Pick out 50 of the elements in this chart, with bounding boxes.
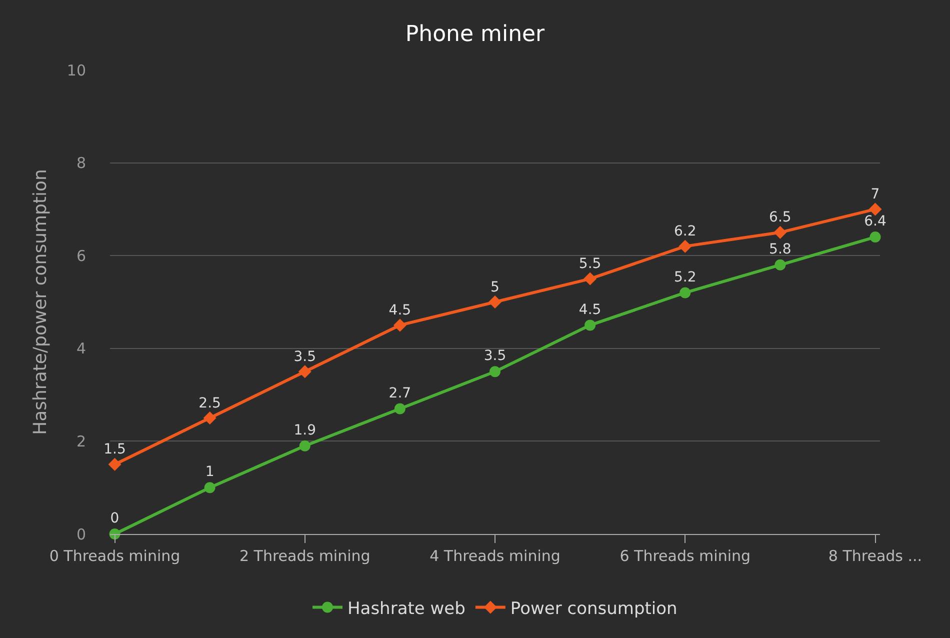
data-label: 4.5 xyxy=(388,302,412,318)
point xyxy=(774,226,787,239)
data-label: 5.2 xyxy=(674,269,696,286)
point xyxy=(870,232,881,243)
data-label: 7 xyxy=(870,186,880,202)
data-label: 6.5 xyxy=(769,210,792,226)
point xyxy=(678,240,692,253)
point xyxy=(774,259,786,270)
point xyxy=(488,296,502,308)
point xyxy=(584,320,596,331)
point xyxy=(393,318,406,332)
data-label: 6.4 xyxy=(864,214,886,230)
y-tick-label: 0 xyxy=(76,525,86,544)
x-tick-label: 6 Threads mining xyxy=(620,547,751,565)
legend-label: Hashrate web xyxy=(348,598,466,619)
x-tick-label: 0 Threads mining xyxy=(49,547,180,565)
data-label: 2.5 xyxy=(198,395,221,412)
point xyxy=(394,403,406,414)
data-label: 6.2 xyxy=(674,224,696,240)
data-label: 0 xyxy=(110,510,120,527)
y-tick-label: 8 xyxy=(76,154,86,172)
y-axis-title: Hashrate/power consumption xyxy=(30,169,52,435)
point xyxy=(203,412,216,424)
y-tick-label: 4 xyxy=(76,340,86,358)
x-tick-label: 2 Threads mining xyxy=(239,547,370,565)
point xyxy=(490,366,500,378)
point xyxy=(584,272,597,286)
data-label: 3.5 xyxy=(484,348,506,364)
chart-title: Phone miner xyxy=(405,22,546,47)
data-label: 1.9 xyxy=(294,422,316,438)
point xyxy=(868,202,882,216)
data-label: 5.5 xyxy=(578,256,602,272)
y-tick-label: 2 xyxy=(76,432,86,450)
x-tick-label: 4 Threads mining xyxy=(430,547,560,565)
y-tick-label: 6 xyxy=(76,246,86,265)
legend-label: Power consumption xyxy=(510,598,678,619)
y-tick-label: 10 xyxy=(66,61,86,80)
point xyxy=(298,365,312,378)
data-label: 3.5 xyxy=(294,348,316,365)
data-label: 5.8 xyxy=(769,242,792,258)
point xyxy=(204,482,216,494)
data-label: 1 xyxy=(205,464,214,480)
data-label: 1.5 xyxy=(104,442,126,458)
data-label: 2.7 xyxy=(388,385,412,402)
data-label: 5 xyxy=(490,279,500,296)
point xyxy=(299,440,310,452)
point xyxy=(680,287,691,298)
data-label: 4.5 xyxy=(578,302,602,318)
point xyxy=(108,458,122,471)
x-tick-label: 8 Threads ... xyxy=(828,547,922,565)
